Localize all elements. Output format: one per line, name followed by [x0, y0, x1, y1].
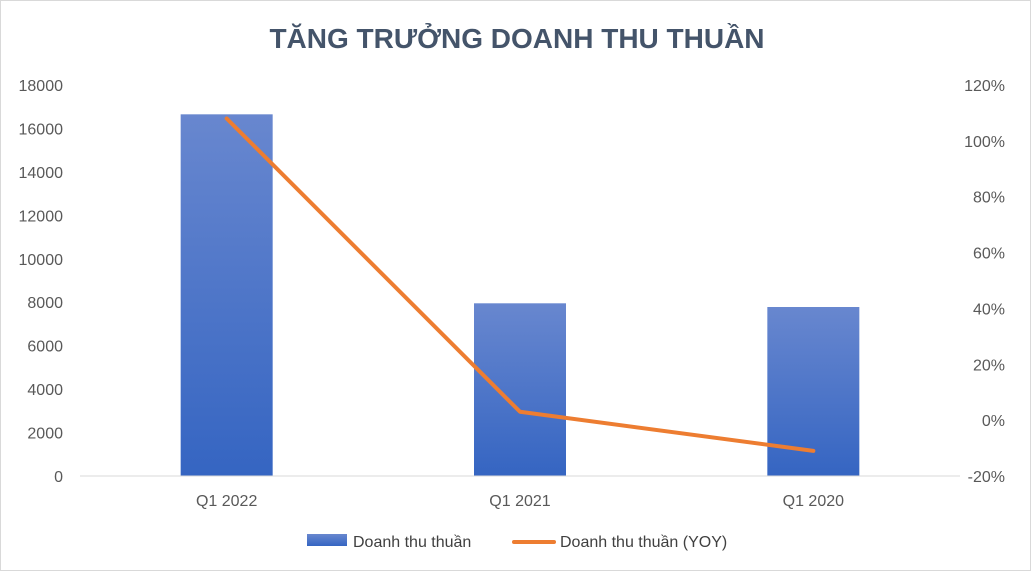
right-axis-tick-label: 60% — [973, 246, 1005, 263]
legend: Doanh thu thuần Doanh thu thuần (YOY) — [307, 534, 727, 551]
right-axis: -20% 0% 20% 40% 60% 80% 100% 120% — [964, 78, 1005, 486]
legend-bar-swatch — [307, 534, 347, 546]
legend-line-label: Doanh thu thuần (YOY) — [560, 534, 727, 551]
category-axis: Q1 2022 Q1 2021 Q1 2020 — [80, 475, 960, 510]
left-axis-tick-label: 6000 — [27, 339, 63, 356]
right-axis-tick-label: 20% — [973, 357, 1005, 374]
left-axis-tick-label: 10000 — [19, 252, 64, 269]
right-axis-tick-label: 80% — [973, 190, 1005, 207]
right-axis-tick-label: 100% — [964, 134, 1005, 151]
bar-doanh-thu-thuan — [474, 303, 566, 476]
left-axis-tick-label: 2000 — [27, 426, 63, 443]
category-tick-label: Q1 2021 — [489, 493, 550, 510]
left-axis-tick-label: 8000 — [27, 295, 63, 312]
left-axis-tick-label: 4000 — [27, 382, 63, 399]
left-axis-tick-label: 12000 — [19, 208, 64, 225]
left-axis-tick-label: 16000 — [19, 121, 64, 138]
left-axis-tick-label: 0 — [54, 469, 63, 486]
chart-title: TĂNG TRƯỞNG DOANH THU THUẦN — [269, 22, 764, 54]
left-axis-tick-label: 18000 — [19, 78, 64, 95]
right-axis-tick-label: -20% — [968, 469, 1005, 486]
right-axis-tick-label: 120% — [964, 78, 1005, 95]
bar-doanh-thu-thuan — [180, 114, 273, 476]
category-tick-label: Q1 2022 — [196, 493, 257, 510]
right-axis-tick-label: 0% — [982, 413, 1005, 430]
right-axis-tick-label: 40% — [973, 301, 1005, 318]
plot-area — [180, 114, 860, 476]
category-tick-label: Q1 2020 — [783, 493, 844, 510]
left-axis: 0 2000 4000 6000 8000 10000 12000 14000 16000 180… — [19, 78, 64, 486]
left-axis-tick-label: 14000 — [19, 165, 64, 182]
legend-bar-label: Doanh thu thuần — [353, 534, 471, 551]
